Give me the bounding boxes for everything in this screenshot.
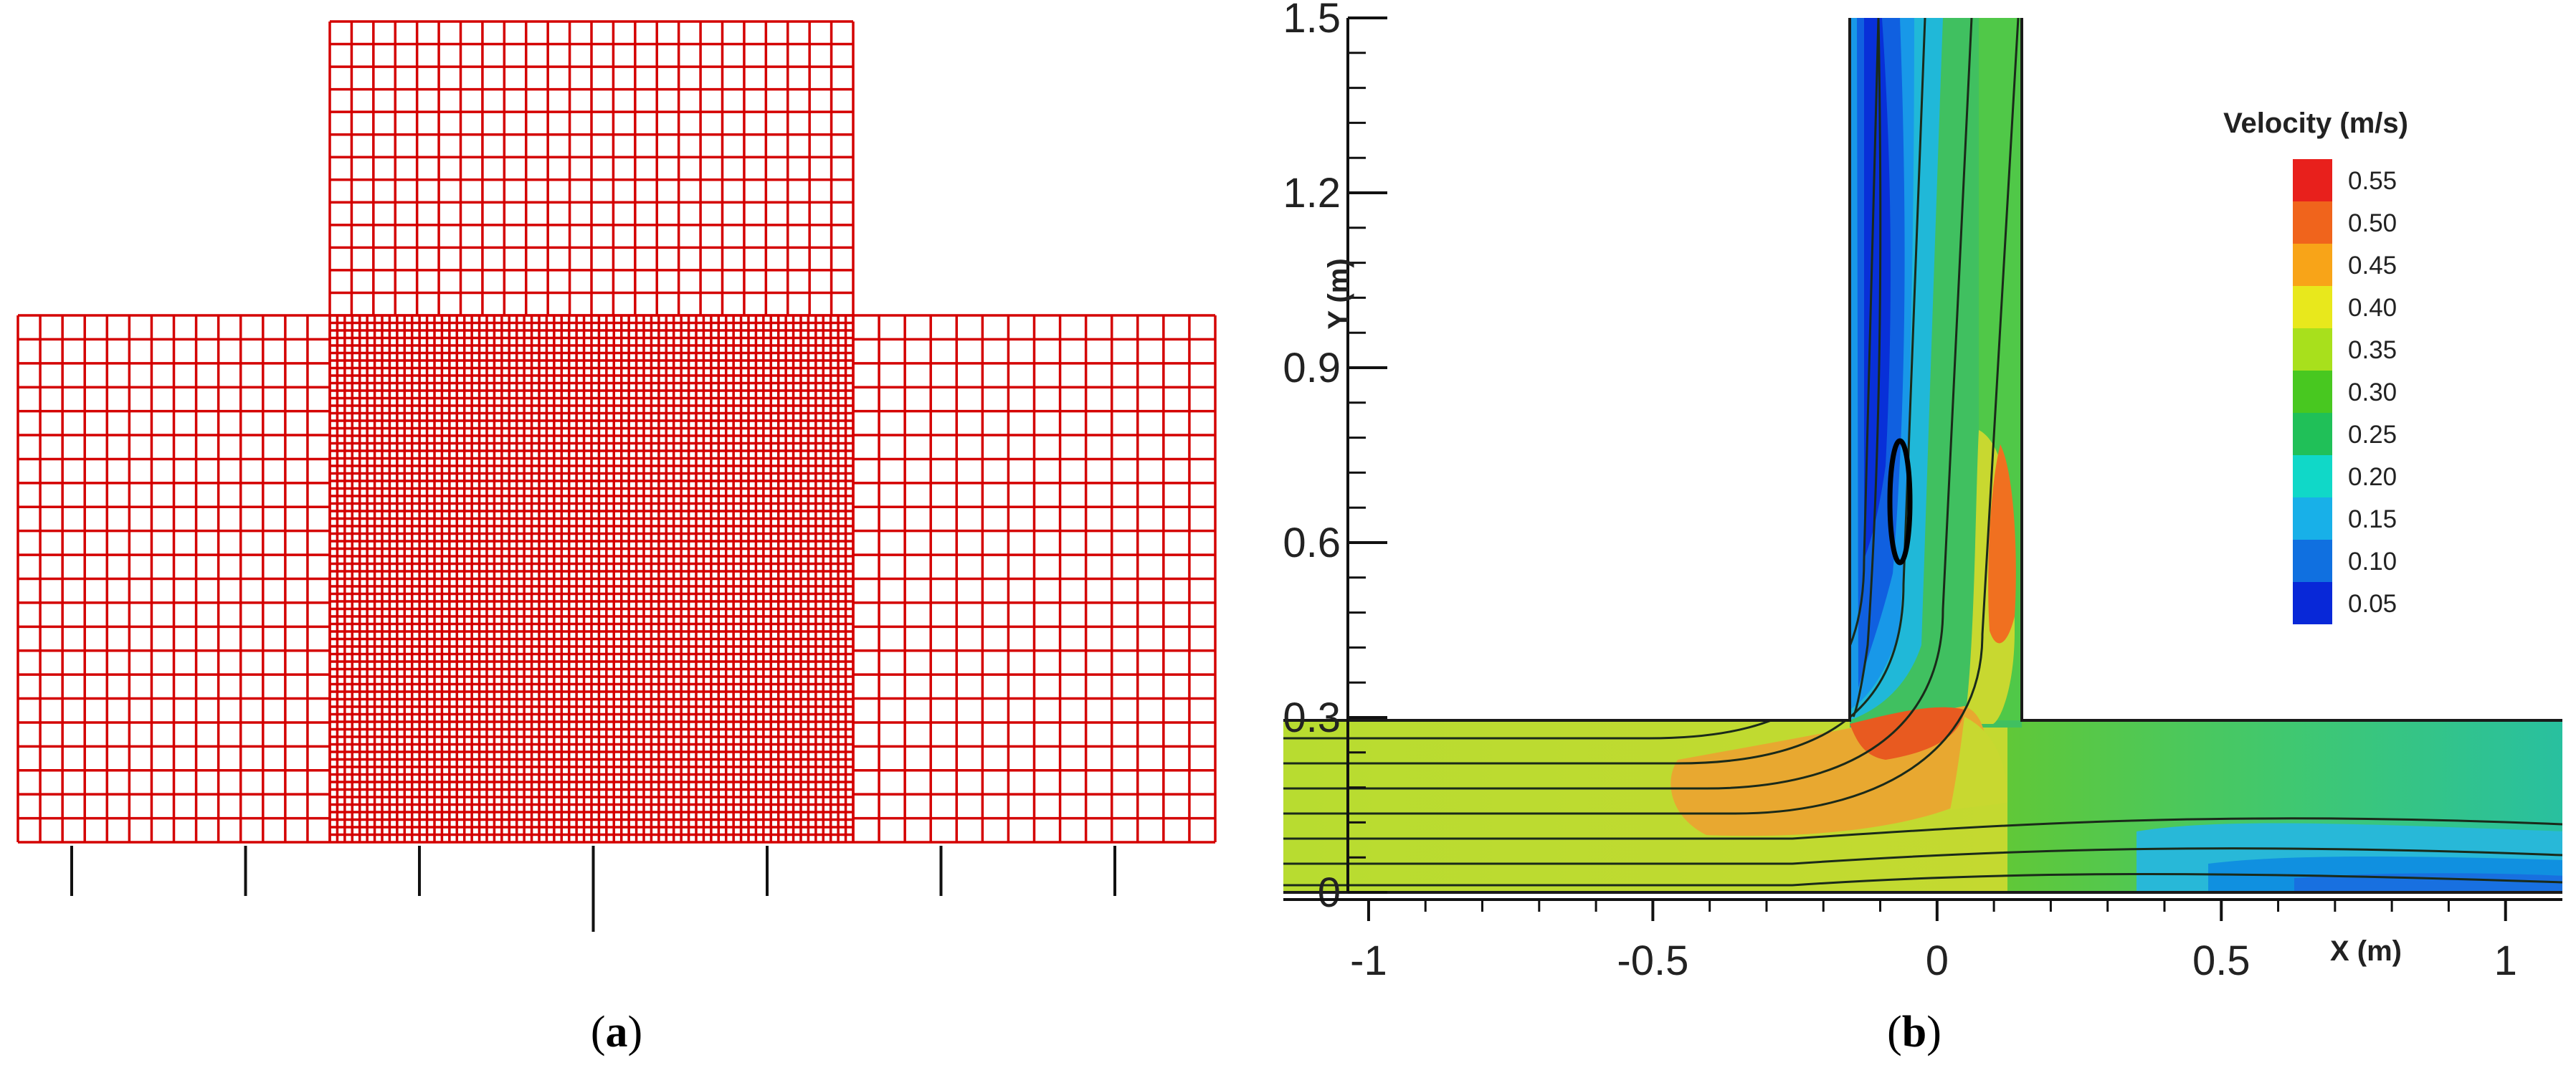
x-tick-label: 1 [2494, 938, 2517, 984]
legend-label: 0.10 [2348, 548, 2397, 576]
legend-title: Velocity (m/s) [2223, 108, 2408, 139]
mesh-axis-ticks [70, 846, 1116, 932]
streamline [1283, 18, 1880, 740]
velocity-contour-panel: 0 0.3 0.6 0.9 1.2 1.5 Y (m) -1 -0.5 0 0.5 1 X (m) Ve… [1283, 0, 2562, 984]
caption-a: (a) [591, 1008, 642, 1057]
y-tick-label: 0 [1318, 869, 1341, 916]
legend-label: 0.05 [2348, 590, 2397, 618]
streamline [1283, 847, 2562, 865]
x-tick-label: -1 [1350, 938, 1387, 984]
legend-swatch [2293, 413, 2332, 455]
y-tick-label: 0.6 [1283, 520, 1341, 566]
field-junction-yellow [1950, 717, 2007, 810]
mesh-left-block [16, 314, 331, 844]
streamline [1283, 18, 2020, 815]
legend-label: 0.45 [2348, 252, 2397, 280]
legend-swatch [2293, 244, 2332, 286]
legend-swatch [2293, 582, 2332, 624]
y-tick-label: 0.3 [1283, 695, 1341, 741]
legend-label: 0.25 [2348, 421, 2397, 449]
legend-label: 0.55 [2348, 167, 2397, 195]
legend-swatch [2293, 455, 2332, 497]
mesh-panel [16, 20, 1217, 932]
legend-label: 0.30 [2348, 378, 2397, 406]
field-jet-peak [1850, 707, 1964, 760]
streamline [1283, 872, 2562, 887]
legend-label: 0.40 [2348, 294, 2397, 322]
x-axis-label: X (m) [2330, 935, 2402, 967]
legend-swatch [2293, 328, 2332, 371]
legend-swatch [2293, 371, 2332, 413]
y-axis-label: Y (m) [1323, 258, 1354, 329]
legend-swatch [2293, 201, 2332, 244]
velocity-field [1283, 18, 2562, 892]
streamline [1283, 18, 1926, 765]
mesh-right-block [852, 314, 1217, 844]
mesh-grid [16, 20, 1217, 844]
y-tick-label: 1.5 [1283, 0, 1341, 42]
streamlines [1283, 18, 2562, 887]
legend-swatch [2293, 540, 2332, 582]
x-tick-label: -0.5 [1617, 938, 1688, 984]
y-tick-label: 0.9 [1283, 345, 1341, 391]
mesh-center-block [328, 314, 855, 844]
legend-label: 0.15 [2348, 505, 2397, 533]
streamline [1283, 817, 2562, 840]
field-branch-peak [1988, 444, 2016, 644]
y-tick-label: 1.2 [1283, 170, 1341, 216]
field-right-wall [2294, 873, 2562, 892]
legend-swatch [2293, 159, 2332, 201]
legend-label: 0.20 [2348, 463, 2397, 491]
legend-swatch [2293, 286, 2332, 328]
mesh-top-block [328, 20, 855, 317]
recirculation-eddy [1887, 438, 1913, 566]
x-tick-label: 0.5 [2192, 938, 2251, 984]
legend-label: 0.50 [2348, 209, 2397, 237]
x-tick-label: 0 [1926, 938, 1949, 984]
legend-swatch [2293, 497, 2332, 540]
legend: Velocity (m/s) 0.55 0.50 0.45 0.40 0.35 0.30 0.… [2223, 108, 2408, 624]
field-branch-dark-blue [1864, 18, 1891, 559]
legend-label: 0.35 [2348, 336, 2397, 364]
streamline [1283, 18, 1973, 790]
channel-wall-upper [1283, 18, 2562, 722]
axes: 0 0.3 0.6 0.9 1.2 1.5 Y (m) -1 -0.5 0 0.5 1 X (m) [1283, 0, 2562, 984]
streamline [1852, 18, 1882, 717]
caption-b: (b) [1887, 1008, 1941, 1057]
